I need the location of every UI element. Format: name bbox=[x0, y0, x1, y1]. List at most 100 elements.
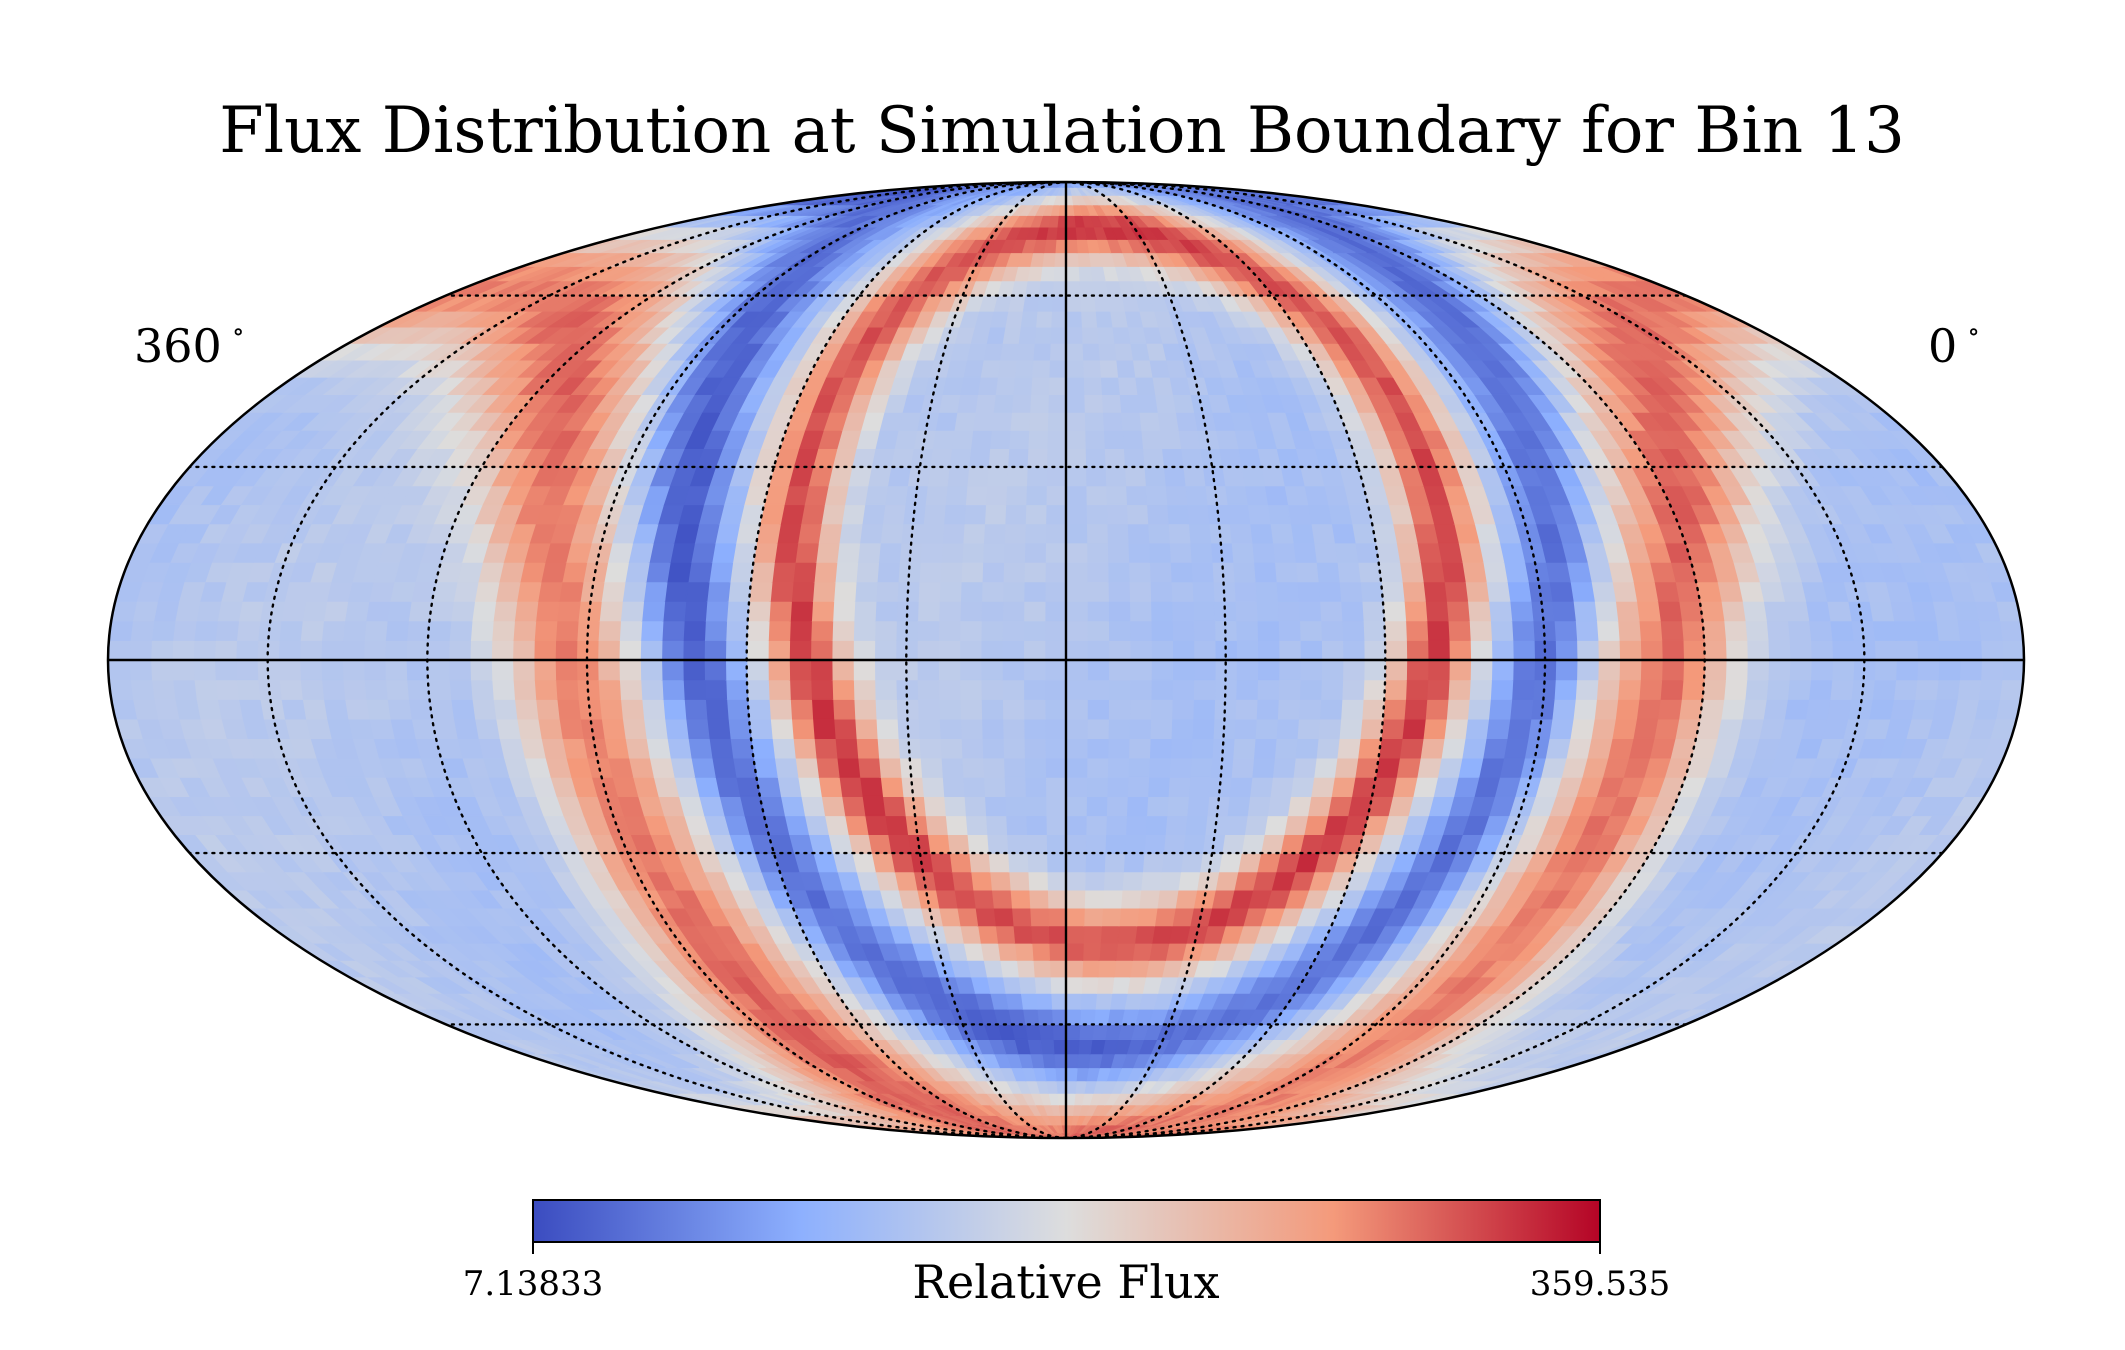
heatmap-cell bbox=[1419, 561, 1445, 583]
heatmap-cell bbox=[621, 718, 647, 740]
heatmap-cell bbox=[129, 620, 155, 641]
heatmap-cell bbox=[980, 639, 1003, 661]
heatmap-cell bbox=[1246, 795, 1271, 817]
heatmap-cell bbox=[1548, 580, 1574, 602]
heatmap-cell bbox=[1065, 737, 1088, 759]
heatmap-cell bbox=[1122, 447, 1145, 468]
heatmap-cell bbox=[1767, 639, 1791, 661]
heatmap-cell bbox=[1001, 600, 1025, 622]
heatmap-cell bbox=[1065, 310, 1082, 328]
heatmap-cell bbox=[685, 580, 710, 602]
heatmap-cell bbox=[1053, 1053, 1067, 1069]
heatmap-cell bbox=[558, 580, 584, 602]
heatmap-cell bbox=[1703, 639, 1727, 661]
heatmap-cell bbox=[1032, 959, 1051, 978]
heatmap-cell bbox=[810, 600, 835, 622]
heatmap-cell bbox=[1044, 639, 1067, 661]
heatmap-cell bbox=[982, 776, 1006, 798]
heatmap-cell bbox=[1081, 342, 1100, 361]
heatmap-cell bbox=[1113, 959, 1133, 978]
heatmap-cell bbox=[994, 376, 1016, 395]
heatmap-cell bbox=[1306, 503, 1332, 525]
heatmap-cell bbox=[533, 639, 557, 661]
heatmap-cell bbox=[938, 698, 962, 720]
heatmap-cell bbox=[1065, 907, 1085, 927]
heatmap-cell bbox=[1333, 757, 1359, 778]
heatmap-cell bbox=[1098, 942, 1119, 961]
heatmap-cell bbox=[1313, 757, 1338, 778]
heatmap-cell bbox=[386, 698, 412, 720]
heatmap-cell bbox=[1548, 718, 1574, 740]
heatmap-cell bbox=[1723, 679, 1748, 700]
heatmap-cell bbox=[1424, 698, 1449, 720]
heatmap-cell bbox=[1174, 889, 1198, 909]
heatmap-cell bbox=[128, 639, 153, 661]
heatmap-cell bbox=[1223, 485, 1248, 506]
heatmap-cell bbox=[767, 620, 791, 641]
heatmap-cell bbox=[1085, 776, 1108, 798]
heatmap-cell bbox=[1574, 620, 1599, 641]
heatmap-cell bbox=[794, 757, 819, 778]
heatmap-cell bbox=[1141, 447, 1165, 468]
heatmap-cell bbox=[1192, 659, 1216, 681]
heatmap-cell bbox=[129, 679, 155, 700]
heatmap-cell bbox=[447, 639, 472, 661]
heatmap-cell bbox=[1107, 737, 1130, 759]
heatmap-cell bbox=[1065, 280, 1081, 297]
heatmap-cell bbox=[1551, 600, 1576, 622]
heatmap-cell bbox=[1283, 485, 1309, 506]
heatmap-cell bbox=[1166, 795, 1190, 817]
heatmap-cell bbox=[1128, 600, 1152, 622]
heatmap-cell bbox=[964, 485, 988, 506]
heatmap-cell bbox=[1158, 870, 1182, 891]
heatmap-cell bbox=[1330, 776, 1356, 798]
heatmap-cell bbox=[624, 561, 650, 583]
heatmap-cell bbox=[1065, 251, 1079, 267]
heatmap-cell bbox=[1104, 833, 1127, 854]
heatmap-cell bbox=[214, 679, 240, 700]
heatmap-cell bbox=[1084, 870, 1105, 891]
heatmap-cell bbox=[817, 522, 843, 544]
heatmap-cell bbox=[746, 620, 770, 641]
heatmap-cell bbox=[984, 485, 1008, 506]
heatmap-cell bbox=[1443, 580, 1469, 602]
heatmap-cell bbox=[1124, 485, 1148, 506]
heatmap-cell bbox=[1080, 976, 1099, 994]
heatmap-cell bbox=[917, 718, 941, 740]
heatmap-cell bbox=[1319, 620, 1344, 641]
heatmap-cell bbox=[987, 447, 1010, 468]
heatmap-cell bbox=[1107, 620, 1131, 641]
heatmap-cell bbox=[1100, 907, 1122, 927]
heatmap-cell bbox=[1045, 814, 1067, 836]
heatmap-cell bbox=[1001, 639, 1025, 661]
heatmap-cell bbox=[1044, 600, 1067, 622]
heatmap-cell bbox=[1012, 924, 1033, 944]
heatmap-cell bbox=[1145, 503, 1169, 525]
heatmap-cell bbox=[703, 639, 727, 661]
heatmap-cell bbox=[1357, 561, 1382, 583]
heatmap-cell bbox=[682, 620, 706, 641]
heatmap-cell bbox=[1935, 679, 1961, 700]
heatmap-cell bbox=[976, 376, 999, 395]
heatmap-cell bbox=[1701, 620, 1727, 641]
heatmap-cell bbox=[942, 503, 966, 525]
heatmap-cell bbox=[1045, 833, 1067, 854]
heatmap-cell bbox=[1084, 833, 1107, 854]
heatmap-cell bbox=[1256, 659, 1280, 681]
heatmap-cell bbox=[149, 659, 174, 681]
heatmap-cell bbox=[731, 757, 758, 778]
heatmap-cell bbox=[1635, 600, 1661, 622]
heatmap-cell bbox=[1395, 757, 1421, 778]
heatmap-cell bbox=[1485, 580, 1511, 602]
heatmap-cell bbox=[832, 580, 857, 602]
heatmap-cell bbox=[213, 639, 238, 661]
heatmap-cell bbox=[831, 620, 855, 641]
heatmap-cell bbox=[1092, 295, 1111, 312]
heatmap-cell bbox=[769, 580, 794, 602]
heatmap-cell bbox=[1111, 976, 1131, 994]
heatmap-cell bbox=[1050, 1008, 1067, 1026]
heatmap-cell bbox=[1639, 639, 1663, 661]
heatmap-cell bbox=[1502, 561, 1529, 583]
heatmap-cell bbox=[597, 620, 622, 641]
heatmap-cell bbox=[1956, 620, 1982, 641]
